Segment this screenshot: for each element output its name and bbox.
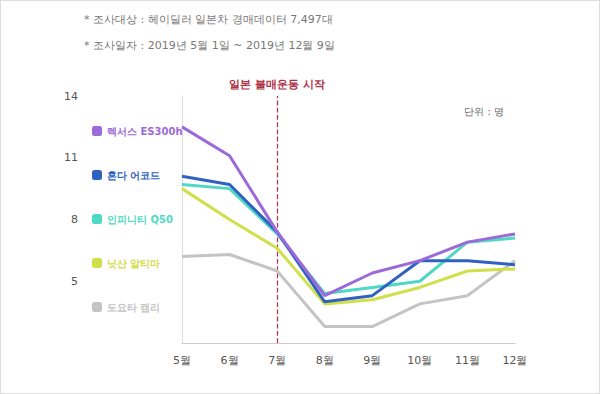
svg-text:혼다 어코드: 혼다 어코드 (107, 170, 160, 181)
svg-text:10월: 10월 (407, 354, 432, 367)
svg-text:렉서스 ES300h: 렉서스 ES300h (107, 126, 183, 137)
svg-text:7월: 7월 (268, 354, 286, 367)
svg-text:9월: 9월 (363, 354, 381, 367)
svg-text:단위 : 명: 단위 : 명 (464, 106, 504, 117)
svg-text:11월: 11월 (455, 354, 480, 367)
svg-text:도요타 캠리: 도요타 캠리 (107, 302, 160, 313)
svg-text:5: 5 (71, 275, 78, 288)
svg-text:14: 14 (64, 90, 78, 103)
svg-text:* 조사대상 : 헤이딜러 일본차 경매데이터 7,497대: * 조사대상 : 헤이딜러 일본차 경매데이터 7,497대 (84, 13, 333, 26)
svg-text:인피니티 Q50: 인피니티 Q50 (107, 214, 173, 225)
svg-text:8월: 8월 (316, 354, 334, 367)
svg-text:5월: 5월 (173, 354, 191, 367)
svg-text:일본 불매운동 시작: 일본 불매운동 시작 (229, 78, 325, 91)
svg-text:11: 11 (64, 151, 78, 164)
svg-text:12월: 12월 (503, 354, 528, 367)
svg-text:8: 8 (71, 213, 78, 226)
svg-text:6월: 6월 (221, 354, 239, 367)
svg-text:* 조사일자 : 2019년 5월 1일 ~ 2019년 1: * 조사일자 : 2019년 5월 1일 ~ 2019년 12월 9일 (84, 39, 335, 52)
svg-text:닛산 알티마: 닛산 알티마 (107, 258, 160, 269)
